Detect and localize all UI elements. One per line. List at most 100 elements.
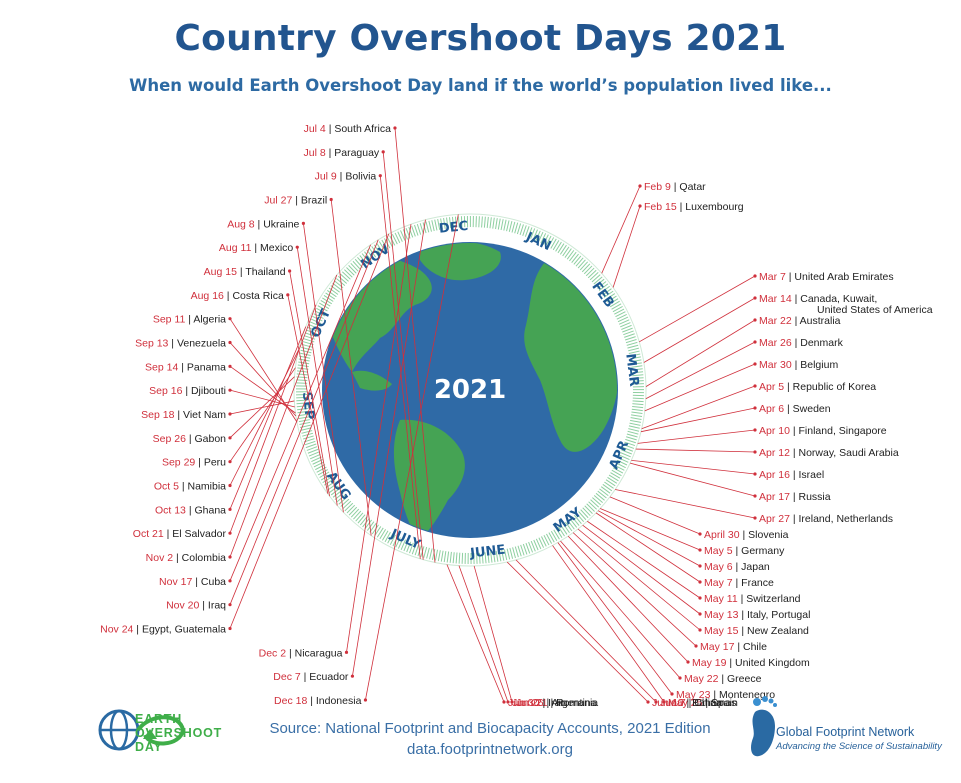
label-separator: |	[186, 504, 195, 516]
leader-line	[600, 508, 701, 551]
country-label: Jun 10 | Bahamas	[652, 697, 736, 709]
label-separator: |	[677, 201, 686, 213]
label-separator: |	[684, 697, 693, 709]
leader-dot	[510, 700, 514, 704]
label-separator: |	[790, 447, 799, 459]
country-name: Qatar	[679, 181, 706, 193]
country-name: Indonesia	[316, 695, 362, 707]
leader-line	[582, 524, 701, 615]
leader-dot	[753, 318, 757, 322]
country-name: Paraguay	[334, 147, 380, 159]
overshoot-date: Jun 26	[512, 697, 544, 709]
label-separator: |	[686, 697, 695, 709]
source-line: Source: National Footprint and Biocapaci…	[269, 720, 711, 737]
leader-dot	[694, 644, 698, 648]
overshoot-date: Oct 13	[155, 504, 186, 516]
overshoot-date: Sep 29	[162, 457, 195, 469]
country-label: Dec 18 | Indonesia	[274, 695, 362, 707]
label-separator: |	[255, 218, 264, 230]
leader-dot	[753, 296, 757, 300]
month-label: JUNE	[469, 543, 507, 562]
country-name: Argentina	[552, 697, 597, 709]
country-name: Ukraine	[263, 218, 299, 230]
leader-line	[506, 561, 649, 703]
overshoot-date: Feb 15	[644, 201, 677, 213]
leader-line	[229, 233, 390, 629]
label-separator: |	[718, 673, 727, 685]
overshoot-date: Sep 14	[145, 361, 178, 373]
country-label: May 17 | Chile	[700, 641, 767, 653]
leader-dot	[350, 674, 355, 678]
leader-line	[229, 244, 371, 581]
overshoot-date: Dec 7	[273, 671, 301, 683]
leader-line	[567, 535, 689, 663]
leader-dot	[344, 650, 349, 654]
leader-dot	[654, 700, 658, 704]
globe: 2021	[322, 242, 618, 538]
source-url[interactable]: data.footprintnetwork.org	[407, 741, 573, 758]
leader-line	[641, 385, 756, 430]
country-label: Sep 13 | Venezuela	[135, 338, 226, 350]
leader-dot	[646, 700, 650, 704]
leader-line	[229, 349, 300, 486]
leader-dot	[228, 412, 232, 416]
label-separator: |	[192, 576, 201, 588]
overshoot-date: Apr 6	[759, 403, 784, 415]
label-separator: |	[224, 290, 233, 302]
country-label: Sep 29 | Peru	[162, 457, 226, 469]
label-separator: |	[734, 641, 743, 653]
country-label: Jul 9 | Bolivia	[315, 171, 377, 183]
leader-dot	[228, 603, 232, 607]
country-label: May 11 | Switzerland	[704, 593, 801, 605]
label-separator: |	[133, 624, 142, 636]
leader-dot	[288, 269, 292, 273]
overshoot-date: Nov 20	[166, 600, 199, 612]
label-separator: |	[738, 609, 747, 621]
country-name: Luxembourg	[685, 201, 744, 213]
country-label: Oct 13 | Ghana	[155, 504, 226, 516]
overshoot-date: Jun 10	[652, 697, 684, 709]
leader-dot	[662, 700, 666, 704]
leader-line	[643, 297, 756, 363]
label-separator: |	[307, 695, 316, 707]
country-label: Jun 21 | Romania	[516, 697, 598, 709]
label-separator: |	[168, 338, 177, 350]
leader-dot	[228, 388, 232, 392]
leader-line	[629, 462, 756, 497]
overshoot-date: Apr 17	[759, 491, 790, 503]
overshoot-date: Dec 2	[259, 647, 287, 659]
leader-line	[352, 219, 426, 677]
leader-dot	[228, 317, 232, 321]
leader-line	[229, 304, 317, 534]
leader-line	[560, 540, 681, 679]
label-separator: |	[178, 361, 187, 373]
country-name: Finland, Singapore	[799, 425, 887, 437]
earth-overshoot-day-logo	[98, 709, 186, 751]
country-label: Nov 2 | Colombia	[146, 552, 227, 564]
country-label: May 23 | Montenegro	[676, 689, 775, 701]
country-name: United Arab Emirates	[794, 271, 893, 283]
leader-dot	[753, 340, 757, 344]
country-name: Chile	[743, 641, 767, 653]
overshoot-date: May 6	[704, 561, 733, 573]
leader-dot	[678, 676, 682, 680]
overshoot-date: Nov 2	[146, 552, 174, 564]
country-name: Italy, Portugal	[747, 609, 810, 621]
label-separator: |	[738, 625, 747, 637]
label-separator: |	[792, 315, 800, 327]
leader-line	[557, 542, 673, 695]
label-separator: |	[544, 697, 552, 709]
leader-line	[229, 274, 338, 558]
overshoot-date: Sep 11	[153, 314, 186, 326]
country-label: Apr 16 | Israel	[759, 469, 824, 481]
country-name: Peru	[204, 457, 226, 469]
country-name: Montenegro	[719, 689, 775, 701]
leader-line	[229, 400, 295, 415]
label-separator: |	[182, 385, 191, 397]
leader-dot	[228, 507, 232, 511]
leader-line	[302, 223, 344, 513]
label-separator: |	[792, 337, 801, 349]
country-name: Sweden	[793, 403, 831, 415]
label-separator: |	[790, 425, 799, 437]
overshoot-date: May 17	[700, 641, 735, 653]
